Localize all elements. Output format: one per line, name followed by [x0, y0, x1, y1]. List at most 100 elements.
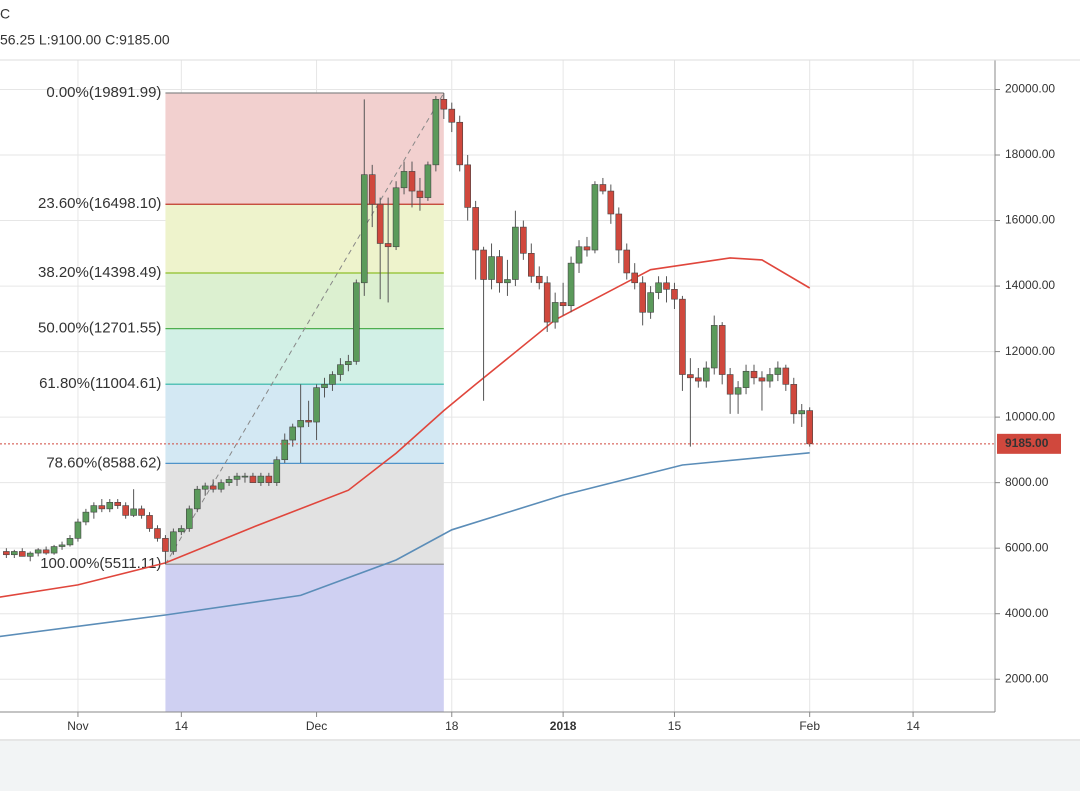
candle-body: [718, 325, 726, 375]
candle-body: [3, 551, 10, 556]
candle-body: [702, 367, 710, 382]
candle-body: [90, 505, 98, 513]
candle-body: [520, 226, 527, 254]
last-price-label: 9185.00: [1005, 436, 1049, 450]
fib-label: 78.60%(8588.62): [46, 454, 161, 471]
candle-body: [400, 171, 408, 189]
candle-body: [488, 256, 495, 280]
chart-title: C: [0, 6, 10, 22]
candle-body: [305, 420, 312, 423]
candle-body: [758, 377, 766, 382]
candle-body: [122, 505, 129, 516]
y-tick-label: 20000.00: [1005, 82, 1055, 96]
candle-body: [11, 551, 18, 556]
candle-body: [607, 190, 615, 215]
fib-label: 0.00%(19891.99): [46, 84, 161, 101]
last-price-box: [997, 433, 1061, 454]
y-tick-label: 4000.00: [1005, 606, 1049, 620]
candle-body: [599, 184, 607, 192]
candle-body: [329, 374, 336, 385]
y-tick-label: 12000.00: [1005, 344, 1055, 358]
candle-body: [432, 99, 440, 166]
candle-body: [456, 121, 464, 166]
candle-body: [178, 528, 185, 533]
candle-body: [416, 190, 424, 198]
candle-body: [114, 502, 122, 506]
candle-body: [368, 174, 376, 205]
candle-body: [567, 262, 575, 307]
y-tick-label: 14000.00: [1005, 278, 1055, 292]
candle-body: [583, 246, 591, 251]
candle-body: [193, 488, 201, 510]
fib-zone: [165, 564, 444, 712]
candle-body: [472, 207, 479, 251]
candle-body: [440, 99, 448, 110]
candle-body: [663, 282, 670, 290]
candle-body: [408, 171, 416, 192]
candle-body: [50, 546, 58, 554]
candle-body: [766, 374, 774, 382]
candle-body: [774, 367, 782, 375]
fib-label: 38.20%(14398.49): [38, 264, 161, 281]
candle-body: [798, 410, 806, 415]
candle-body: [209, 485, 217, 490]
candle-body: [345, 361, 352, 366]
candle-body: [551, 302, 559, 323]
candle-body: [504, 279, 511, 284]
candle-body: [66, 538, 74, 546]
candle-body: [710, 325, 718, 369]
candle-body: [543, 282, 551, 323]
candle-body: [353, 282, 360, 362]
candle-body: [74, 521, 82, 539]
candle-body: [265, 475, 273, 483]
candle-body: [289, 426, 296, 441]
candle-body: [512, 226, 519, 280]
y-tick-label: 2000.00: [1005, 671, 1049, 685]
candle-body: [734, 387, 742, 395]
candle-body: [392, 187, 400, 248]
candle-body: [217, 482, 225, 490]
candle-body: [106, 502, 114, 510]
candle-body: [154, 528, 161, 539]
x-tick-label: Feb: [799, 719, 820, 733]
candle-body: [360, 174, 368, 284]
fib-label: 23.60%(16498.10): [38, 195, 161, 212]
candle-body: [42, 549, 50, 554]
candle-body: [806, 410, 813, 445]
candle-body: [185, 508, 193, 529]
candle-body: [559, 302, 567, 307]
candle-body: [321, 384, 328, 388]
fib-zone: [165, 384, 444, 464]
candle-body: [82, 511, 90, 523]
y-tick-label: 10000.00: [1005, 409, 1055, 423]
candle-body: [34, 549, 42, 554]
x-tick-label: 15: [668, 719, 682, 733]
y-tick-label: 16000.00: [1005, 213, 1055, 227]
ma-line: [0, 452, 810, 638]
candle-body: [26, 552, 34, 557]
candle-body: [671, 289, 678, 300]
fib-label: 61.80%(11004.61): [39, 375, 161, 392]
fib-label: 50.00%(12701.55): [38, 320, 161, 337]
candle-body: [273, 459, 281, 483]
candle-body: [58, 544, 66, 547]
candle-body: [98, 505, 106, 510]
candle-body: [535, 275, 543, 284]
candle-body: [448, 108, 456, 123]
candle-body: [384, 243, 392, 248]
ohlc-readout: 56.25 L:9100.00 C:9185.00: [0, 32, 170, 48]
candle-body: [790, 384, 798, 415]
candle-body: [376, 203, 384, 244]
x-tick-label: 2018: [550, 719, 577, 733]
candle-body: [623, 249, 631, 274]
candle-body: [591, 184, 599, 251]
candle-body: [726, 374, 734, 395]
candle-body: [170, 531, 177, 552]
candle-body: [241, 475, 249, 478]
plot: 0.00%(19891.99) 23.60%(16498.10) 38.20%(14…: [0, 60, 995, 712]
candle-body: [528, 253, 535, 277]
candle-body: [496, 256, 503, 284]
candle-body: [631, 272, 639, 284]
